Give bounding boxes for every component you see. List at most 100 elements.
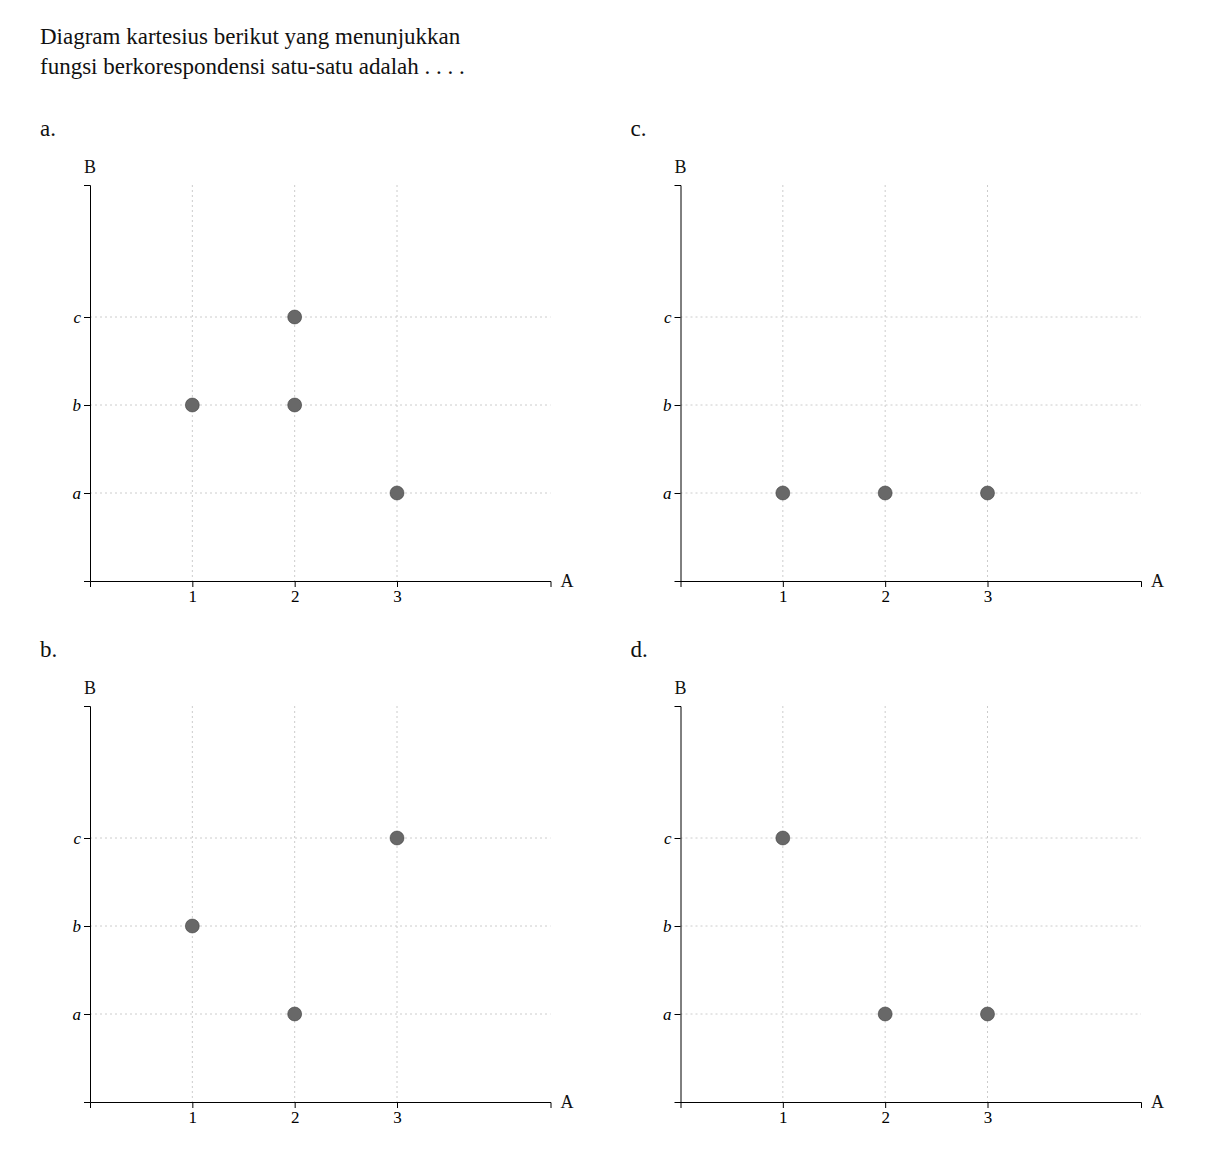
x-axis-label: A	[1151, 571, 1164, 591]
tick-label: 2	[881, 587, 890, 606]
axis-line	[91, 1103, 552, 1109]
grid-line	[192, 706, 193, 1102]
grid-line	[681, 838, 1142, 839]
axis-line	[681, 582, 1142, 588]
tick-label: 1	[779, 587, 788, 606]
point	[981, 486, 995, 500]
chart-root: Diagram kartesius berikut yang menunjukk…	[0, 0, 1221, 1172]
grid-line	[397, 185, 398, 581]
points	[776, 831, 995, 1021]
tick: 2	[291, 581, 300, 606]
plot: 123abcAB	[663, 157, 1164, 606]
tick-label: 3	[984, 1108, 993, 1127]
tick-mark	[84, 838, 90, 839]
tick: c	[73, 308, 90, 327]
x-axis: 1 2 3	[91, 1102, 552, 1127]
point	[185, 919, 199, 933]
grid-line	[885, 185, 886, 581]
grid-line	[294, 706, 295, 1102]
tick: 1	[189, 581, 198, 606]
tick: 2	[291, 1102, 300, 1127]
grid-line	[987, 185, 988, 581]
axis-line	[84, 707, 91, 1103]
axis-line	[675, 707, 682, 1103]
tick-mark	[675, 926, 681, 927]
grid-line	[294, 185, 295, 581]
tick: 2	[881, 1102, 890, 1127]
x-axis: 123	[681, 581, 1142, 606]
title: Diagram kartesius berikut yang menunjukk…	[40, 24, 461, 49]
tick-label: a	[73, 1005, 82, 1024]
grid-line	[987, 706, 988, 1102]
tick-label: b	[663, 917, 672, 936]
tick: 1	[189, 1102, 198, 1127]
y-axis-label: B	[674, 678, 686, 698]
points	[185, 831, 404, 1021]
panel-title: a.	[40, 116, 56, 141]
tick-mark	[675, 405, 681, 406]
tick-label: 1	[189, 587, 198, 606]
tick-label: c	[664, 829, 672, 848]
tick-label: 1	[189, 1108, 198, 1127]
grid-line	[681, 405, 1142, 406]
grid-line	[90, 493, 551, 494]
tick-label: a	[663, 1005, 672, 1024]
grid-line	[90, 317, 551, 318]
tick-mark	[675, 317, 681, 318]
axis-line	[91, 582, 552, 588]
grid-line	[90, 1014, 551, 1015]
tick-label: a	[73, 484, 82, 503]
point	[390, 486, 404, 500]
points	[185, 310, 404, 500]
x-axis: 1 2 3	[681, 1102, 1142, 1127]
tick: c	[73, 829, 90, 848]
tick-label: 1	[779, 1108, 788, 1127]
y-axis: a b c	[73, 707, 91, 1103]
axis-line	[675, 186, 682, 582]
tick-mark	[675, 838, 681, 839]
tick-label: b	[73, 917, 82, 936]
x-axis-label: A	[1151, 1092, 1164, 1112]
point	[288, 310, 302, 324]
point	[776, 486, 790, 500]
y-axis: a b c	[663, 707, 681, 1103]
grid-line	[90, 405, 551, 406]
tick: 3	[393, 1102, 402, 1127]
x-axis: 123	[91, 581, 552, 606]
point	[776, 831, 790, 845]
plot: 1 2 3 a b c A B	[663, 678, 1164, 1127]
tick-label: c	[73, 308, 81, 327]
tick: a	[663, 484, 681, 503]
panel: b.123abcAB	[40, 637, 574, 1127]
y-axis-label: B	[674, 157, 686, 177]
tick-label: c	[664, 308, 672, 327]
plot: 123abcAB	[73, 157, 574, 606]
x-axis-label: A	[561, 571, 574, 591]
tick-mark	[84, 926, 90, 927]
point	[288, 1007, 302, 1021]
plot: 123abcAB	[73, 678, 574, 1127]
panel-title: c.	[631, 116, 647, 141]
panel: d.123abcAB	[631, 637, 1165, 1127]
tick-label: c	[73, 829, 81, 848]
point	[981, 1007, 995, 1021]
tick: c	[664, 829, 681, 848]
axis-line	[681, 1103, 1142, 1109]
grid-line	[397, 706, 398, 1102]
axis-line	[84, 186, 91, 582]
title: fungsi berkorespondensi satu-satu adalah…	[40, 54, 465, 79]
point	[185, 398, 199, 412]
tick: b	[663, 917, 681, 936]
point	[878, 486, 892, 500]
tick: b	[73, 396, 91, 415]
tick: a	[663, 1005, 681, 1024]
tick: 1	[779, 1102, 788, 1127]
tick: 1	[779, 581, 788, 606]
tick-label: b	[663, 396, 672, 415]
panel: a.123abcAB	[40, 116, 574, 606]
grid-line	[681, 317, 1142, 318]
tick: 3	[984, 1102, 993, 1127]
grid-line	[681, 1014, 1142, 1015]
tick-label: 3	[393, 1108, 402, 1127]
grid	[681, 185, 1142, 581]
